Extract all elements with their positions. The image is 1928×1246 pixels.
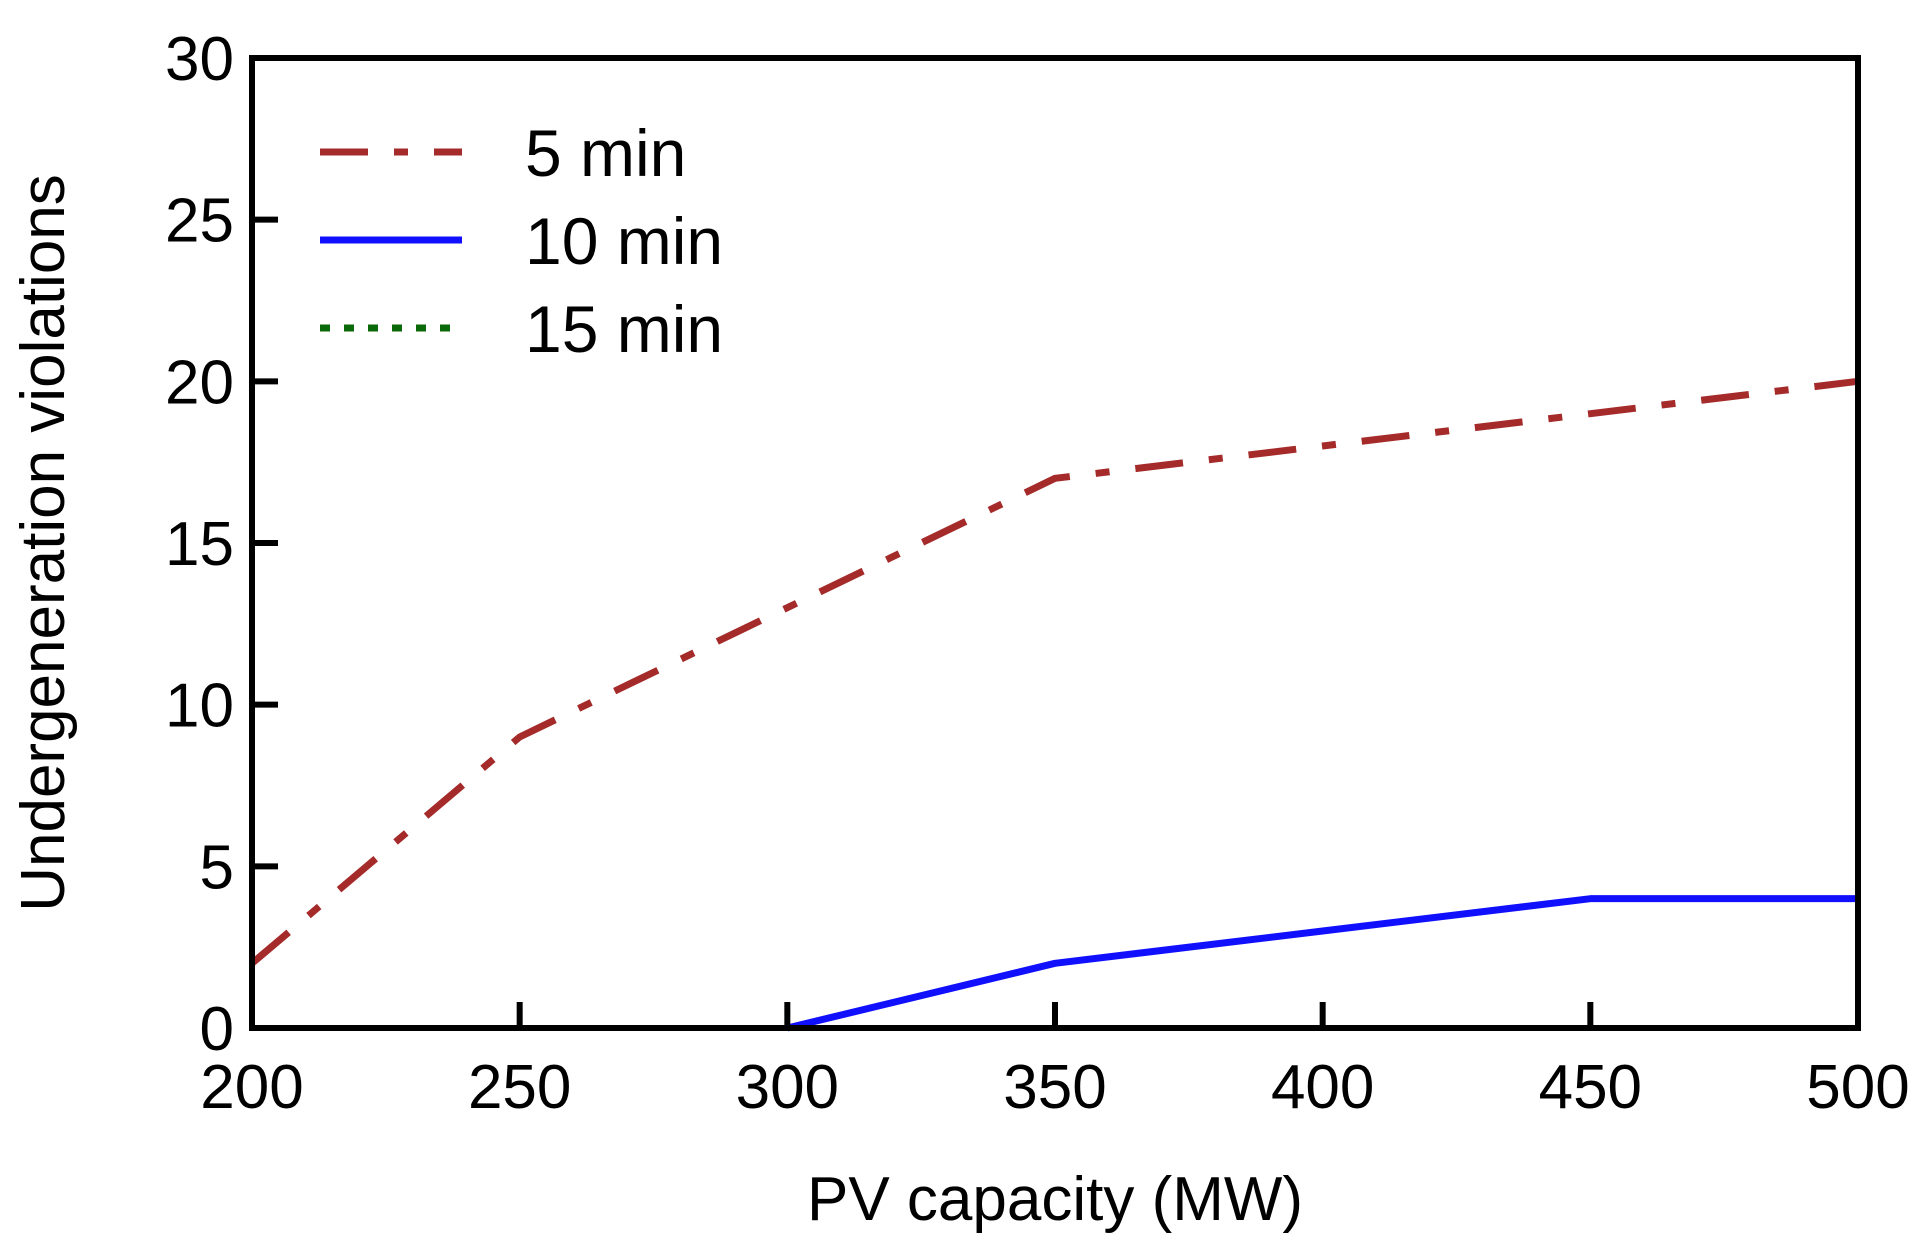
y-axis-label: Undergeneration violations [9,174,78,912]
x-axis-label: PV capacity (MW) [807,1165,1303,1234]
y-tick-label: 30 [165,25,234,94]
y-tick-label: 10 [165,672,234,741]
data-point [1054,477,1056,479]
x-tick-label: 300 [736,1053,839,1122]
y-tick-label: 15 [165,510,234,579]
x-tick-label: 200 [200,1053,303,1122]
series-line-2 [786,895,1858,1032]
x-tick-label: 400 [1271,1053,1374,1122]
x-tick-label: 500 [1806,1053,1909,1122]
y-tick-label: 5 [200,833,234,902]
legend-label: 10 min [525,204,723,278]
data-point [1589,413,1591,415]
series-line-1 [249,377,1859,967]
data-point [1322,930,1324,932]
plot-frame [249,55,1861,1031]
y-tick-label: 0 [200,995,234,1064]
data-point [1322,445,1324,447]
ticks-layer: 200 250 300 350 400 450 500 0 5 10 15 20 25 30 [165,25,1910,1122]
x-tick-label: 350 [1003,1053,1106,1122]
y-tick-label: 20 [165,348,234,417]
legend-label: 15 min [525,292,723,366]
data-point [519,736,521,738]
series-layer [249,377,1859,1032]
legend-label: 5 min [525,116,686,190]
x-tick-label: 450 [1539,1053,1642,1122]
x-tick-label: 250 [468,1053,571,1122]
data-point [786,607,788,609]
legend: 5 min 10 min 15 min [320,116,723,366]
y-tick-label: 25 [165,187,234,256]
data-point [1589,898,1591,900]
data-point [1054,962,1056,964]
